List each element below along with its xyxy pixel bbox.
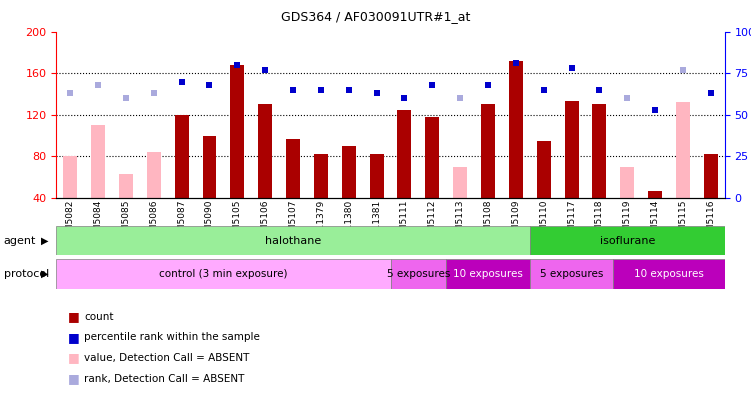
Text: halothane: halothane: [265, 236, 321, 246]
Bar: [648, 191, 662, 198]
Bar: [529, 259, 614, 289]
Bar: [147, 152, 161, 198]
Bar: [175, 115, 189, 198]
Text: 10 exposures: 10 exposures: [634, 269, 704, 279]
Bar: [704, 154, 718, 198]
Bar: [529, 226, 725, 255]
Bar: [258, 105, 272, 198]
Bar: [369, 154, 384, 198]
Text: agent: agent: [4, 236, 36, 246]
Bar: [119, 174, 133, 198]
Text: 10 exposures: 10 exposures: [453, 269, 523, 279]
Text: control (3 min exposure): control (3 min exposure): [159, 269, 288, 279]
Bar: [425, 117, 439, 198]
Text: ▶: ▶: [41, 269, 49, 279]
Bar: [593, 105, 606, 198]
Bar: [231, 65, 244, 198]
Text: GDS364 / AF030091UTR#1_at: GDS364 / AF030091UTR#1_at: [281, 10, 470, 23]
Text: ▶: ▶: [41, 236, 49, 246]
Text: 5 exposures: 5 exposures: [387, 269, 450, 279]
Bar: [397, 110, 412, 198]
Bar: [676, 102, 690, 198]
Text: ■: ■: [68, 310, 80, 323]
Text: percentile rank within the sample: percentile rank within the sample: [84, 332, 260, 343]
Text: 5 exposures: 5 exposures: [540, 269, 603, 279]
Text: isoflurane: isoflurane: [599, 236, 655, 246]
Bar: [537, 141, 550, 198]
Bar: [391, 259, 446, 289]
Bar: [446, 259, 529, 289]
Text: ■: ■: [68, 352, 80, 364]
Bar: [56, 259, 391, 289]
Bar: [614, 259, 725, 289]
Bar: [314, 154, 328, 198]
Text: rank, Detection Call = ABSENT: rank, Detection Call = ABSENT: [84, 373, 245, 384]
Bar: [481, 105, 495, 198]
Text: ■: ■: [68, 331, 80, 344]
Text: ■: ■: [68, 372, 80, 385]
Bar: [56, 226, 529, 255]
Bar: [342, 146, 356, 198]
Bar: [565, 101, 578, 198]
Text: value, Detection Call = ABSENT: value, Detection Call = ABSENT: [84, 353, 249, 363]
Text: protocol: protocol: [4, 269, 49, 279]
Bar: [509, 61, 523, 198]
Bar: [203, 135, 216, 198]
Bar: [286, 139, 300, 198]
Bar: [63, 156, 77, 198]
Bar: [620, 167, 634, 198]
Text: count: count: [84, 312, 113, 322]
Bar: [453, 167, 467, 198]
Bar: [91, 125, 105, 198]
